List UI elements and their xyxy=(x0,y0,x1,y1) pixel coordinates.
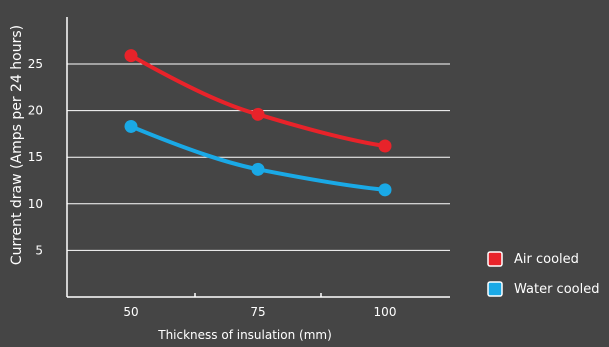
x-tick-label-50: 50 xyxy=(123,305,138,319)
legend-swatch-air-cooled xyxy=(487,251,503,267)
y-tick-label-15: 15 xyxy=(28,150,43,164)
series-line-air-cooled xyxy=(129,53,387,149)
y-tick-label-20: 20 xyxy=(28,104,43,118)
y-tick-labels: 5 10 15 20 25 xyxy=(28,57,43,257)
x-tick-label-75: 75 xyxy=(250,305,265,319)
gridlines xyxy=(67,63,450,251)
x-axis-title: Thickness of insulation (mm) xyxy=(157,328,332,342)
legend: Air cooled Water cooled xyxy=(487,251,599,297)
y-tick-label-10: 10 xyxy=(28,197,43,211)
series xyxy=(124,49,392,197)
legend-label-water-cooled: Water cooled xyxy=(514,282,599,297)
data-point-air-cooled-50 xyxy=(124,49,138,63)
data-point-water-cooled-100 xyxy=(378,183,392,197)
series-line-water-cooled xyxy=(129,124,387,192)
y-tick-label-25: 25 xyxy=(28,57,43,71)
y-axis-title: Current draw (Amps per 24 hours) xyxy=(9,25,25,265)
x-tick-label-100: 100 xyxy=(374,305,397,319)
y-tick-label-5: 5 xyxy=(35,243,43,257)
data-point-water-cooled-50 xyxy=(124,119,138,133)
data-point-air-cooled-100 xyxy=(378,139,392,153)
x-tick-labels: 50 75 100 xyxy=(123,293,396,319)
data-point-air-cooled-75 xyxy=(251,107,265,121)
axes xyxy=(66,17,450,298)
legend-label-air-cooled: Air cooled xyxy=(514,252,579,267)
data-point-water-cooled-75 xyxy=(251,162,265,176)
legend-swatch-water-cooled xyxy=(487,281,503,297)
